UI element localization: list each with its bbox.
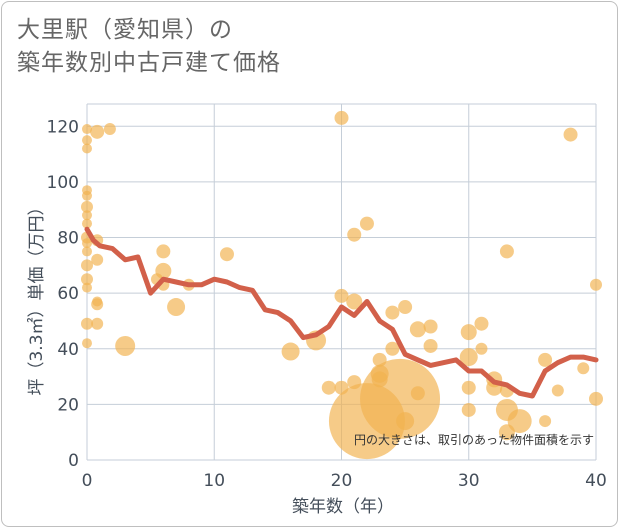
y-tick-label: 120 bbox=[47, 117, 79, 137]
data-bubble bbox=[385, 341, 400, 356]
data-bubble bbox=[475, 342, 488, 355]
data-bubble bbox=[167, 298, 186, 317]
data-bubble bbox=[82, 218, 92, 229]
data-bubble bbox=[334, 110, 349, 125]
data-bubble bbox=[589, 391, 603, 406]
x-tick-labels: 0 10 20 30 40 bbox=[82, 471, 607, 491]
data-bubble bbox=[385, 305, 400, 320]
data-bubble bbox=[563, 127, 578, 142]
data-bubble bbox=[155, 262, 172, 279]
data-bubble bbox=[347, 227, 362, 242]
x-tick-label: 20 bbox=[331, 471, 353, 491]
data-bubble bbox=[409, 321, 426, 338]
bubble-layer bbox=[81, 110, 603, 460]
data-bubble bbox=[539, 415, 552, 428]
y-tick-label: 40 bbox=[57, 340, 79, 360]
data-bubble bbox=[81, 273, 93, 286]
data-bubble bbox=[346, 293, 363, 310]
trend-line bbox=[84, 226, 599, 399]
data-bubble bbox=[423, 319, 438, 334]
data-bubble bbox=[577, 362, 590, 375]
data-bubble bbox=[82, 338, 92, 349]
y-tick-label: 100 bbox=[47, 173, 79, 193]
y-axis-label: 坪（3.3㎡）単価（万円） bbox=[27, 198, 47, 395]
data-bubble bbox=[281, 342, 300, 361]
data-bubble bbox=[81, 259, 93, 272]
data-bubble bbox=[91, 253, 104, 266]
data-bubble bbox=[538, 352, 553, 367]
data-bubble bbox=[91, 298, 104, 311]
data-bubble bbox=[507, 409, 532, 434]
y-tick-label: 80 bbox=[57, 229, 79, 249]
data-bubble bbox=[82, 143, 92, 154]
data-bubble bbox=[82, 124, 92, 135]
data-bubble bbox=[81, 200, 93, 213]
data-bubble bbox=[396, 412, 415, 431]
data-bubble bbox=[219, 247, 234, 262]
data-bubble bbox=[82, 190, 92, 201]
bubble-size-note: 円の大きさは、取引のあった物件面積を示す bbox=[354, 432, 594, 447]
data-bubble bbox=[103, 123, 116, 136]
data-bubble bbox=[590, 278, 602, 291]
data-bubble bbox=[82, 238, 92, 249]
y-tick-labels: 0 20 40 60 80 100 120 bbox=[47, 117, 79, 471]
data-bubble bbox=[499, 244, 514, 259]
x-axis-label: 築年数（年） bbox=[292, 497, 394, 517]
y-tick-label: 0 bbox=[68, 451, 79, 471]
x-tick-label: 40 bbox=[585, 471, 607, 491]
data-bubble bbox=[410, 386, 425, 401]
data-bubble bbox=[474, 316, 489, 331]
data-bubble bbox=[91, 317, 104, 330]
data-bubble bbox=[81, 317, 93, 330]
data-bubble bbox=[321, 380, 336, 395]
data-bubble bbox=[82, 135, 92, 146]
data-bubble bbox=[460, 324, 477, 341]
data-bubble bbox=[115, 335, 136, 356]
data-bubble bbox=[334, 288, 349, 303]
x-tick-label: 30 bbox=[458, 471, 480, 491]
data-bubble bbox=[82, 246, 92, 257]
data-bubble bbox=[551, 384, 564, 397]
data-bubble bbox=[360, 358, 441, 439]
data-bubble bbox=[459, 348, 478, 367]
chart-title: 大里駅（愛知県）の 築年数別中古戸建て価格 bbox=[17, 17, 281, 76]
x-tick-label: 10 bbox=[203, 471, 225, 491]
data-bubble bbox=[156, 244, 171, 259]
y-tick-label: 60 bbox=[57, 284, 79, 304]
data-bubble bbox=[461, 380, 476, 395]
y-tick-label: 20 bbox=[57, 395, 79, 415]
data-bubble bbox=[359, 216, 374, 231]
data-bubble bbox=[90, 124, 105, 139]
data-bubble bbox=[423, 338, 438, 353]
data-bubble bbox=[398, 300, 413, 315]
data-bubble bbox=[82, 282, 92, 293]
data-bubble bbox=[461, 402, 476, 417]
data-bubble bbox=[82, 210, 92, 221]
x-tick-label: 0 bbox=[82, 471, 93, 491]
